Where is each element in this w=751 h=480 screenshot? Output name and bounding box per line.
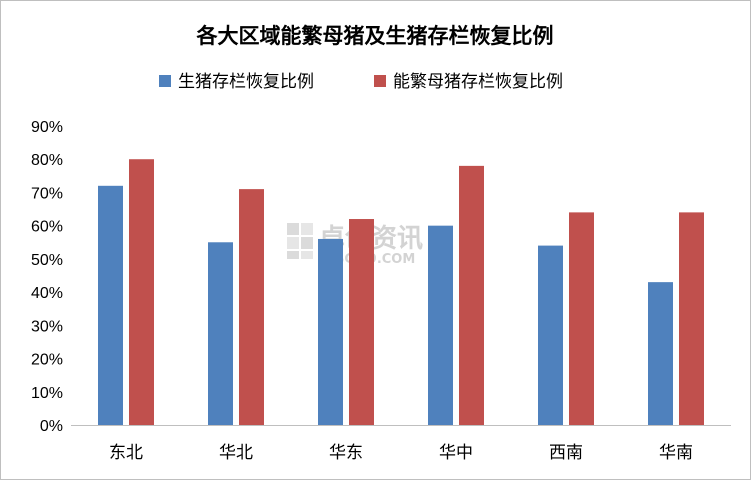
y-tick-label: 10%	[31, 385, 63, 402]
bar-series-1-2	[208, 242, 233, 425]
y-tick-label: 30%	[31, 318, 63, 335]
y-tick-label: 80%	[31, 152, 63, 169]
bar-series-1-4	[428, 225, 453, 425]
x-tick-label: 华东	[329, 443, 363, 463]
watermark-logo-icon	[287, 223, 313, 259]
legend-swatch-series-1	[159, 75, 171, 87]
watermark-sub: SCI99.COM	[335, 252, 415, 267]
x-tick-label: 华中	[439, 443, 473, 463]
x-tick-label: 东北	[109, 443, 143, 463]
bar-series-2-2	[239, 189, 264, 425]
bar-series-1-6	[648, 282, 673, 425]
y-tick-label: 50%	[31, 252, 63, 269]
y-tick-label: 0%	[40, 418, 63, 435]
y-tick-label: 60%	[31, 219, 63, 236]
x-axis-labels: 东北 华北 华东 华中 西南 华南	[109, 443, 693, 463]
bar-series-1-1	[98, 185, 123, 425]
y-tick-label: 20%	[31, 352, 63, 369]
bars	[98, 159, 704, 425]
bar-series-2-1	[129, 159, 154, 425]
legend-swatch-series-2	[374, 75, 386, 87]
y-tick-label: 90%	[31, 119, 63, 136]
bar-series-2-6	[679, 212, 704, 425]
bar-series-1-5	[538, 245, 563, 425]
x-tick-label: 西南	[549, 443, 583, 463]
bar-series-2-3	[349, 219, 374, 425]
bar-series-2-4	[459, 165, 484, 425]
y-axis-ticks: 0% 10% 20% 30% 40% 50% 60% 70% 80% 90%	[31, 119, 63, 435]
bar-series-1-3	[318, 238, 343, 425]
legend-label-series-2: 能繁母猪存栏恢复比例	[393, 72, 563, 92]
legend-label-series-1: 生猪存栏恢复比例	[178, 72, 314, 92]
x-tick-label: 华南	[659, 443, 693, 463]
y-tick-label: 70%	[31, 185, 63, 202]
chart-title: 各大区域能繁母猪及生猪存栏恢复比例	[196, 24, 554, 48]
x-tick-label: 华北	[219, 443, 253, 463]
y-tick-label: 40%	[31, 285, 63, 302]
chart-legend: 生猪存栏恢复比例 能繁母猪存栏恢复比例	[159, 72, 563, 92]
bar-series-2-5	[569, 212, 594, 425]
